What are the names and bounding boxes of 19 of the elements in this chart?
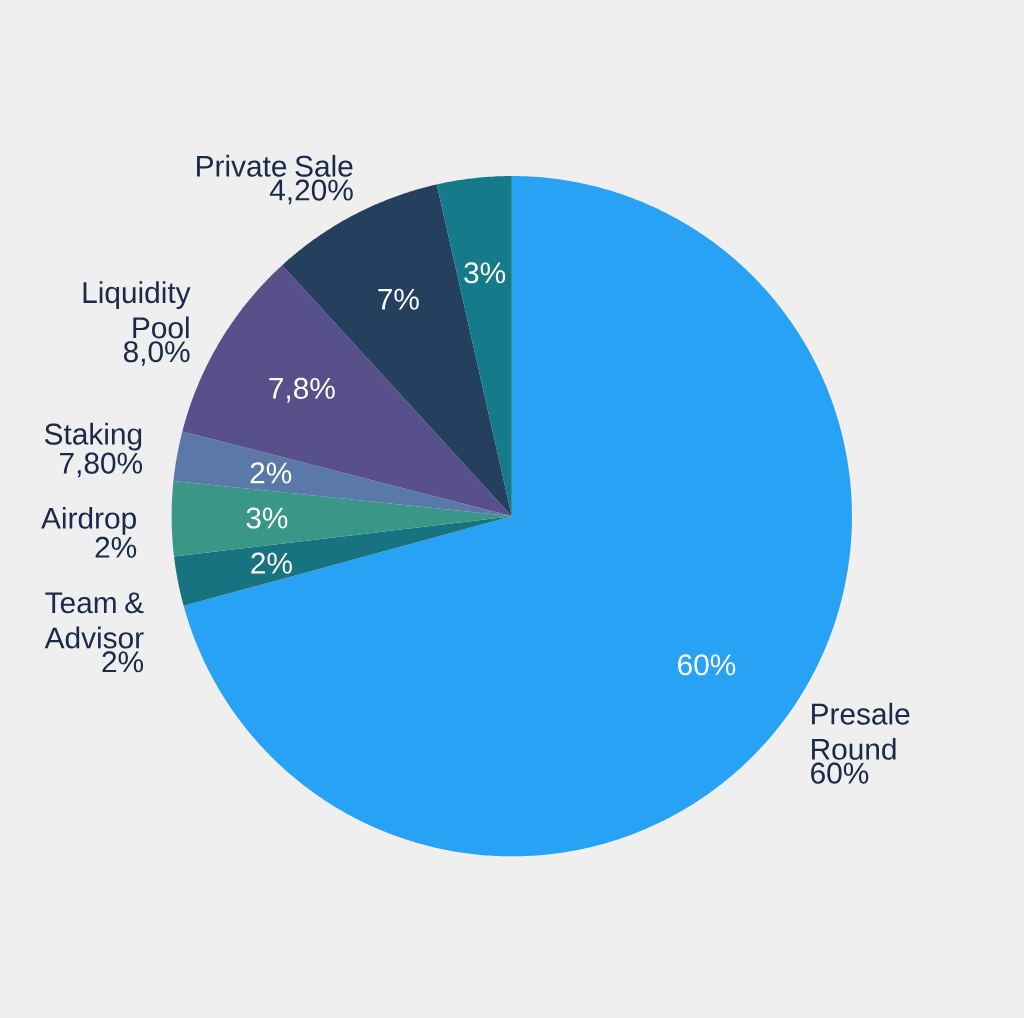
data-label: 60% xyxy=(678,654,736,676)
text: 60% xyxy=(811,762,869,784)
slice-label: Presale Round xyxy=(812,702,910,760)
data-label: 7,8% xyxy=(269,377,335,403)
slice-label: Private Sale xyxy=(197,154,353,177)
text: 4,20% xyxy=(269,179,353,204)
slice-label: Airdrop xyxy=(41,506,136,535)
data-label: 2% xyxy=(251,552,292,574)
data-label: 2% xyxy=(250,462,292,484)
text: 2% xyxy=(102,651,144,673)
slice-label: Team & Advisor xyxy=(44,592,144,649)
slice-label: Liquidity Pool xyxy=(83,281,191,339)
text: 2% xyxy=(95,536,137,558)
slice-label: Staking xyxy=(44,422,142,451)
text: 7,80% xyxy=(60,452,143,477)
data-label: 7% xyxy=(378,288,419,310)
text: 8,0% xyxy=(123,340,190,366)
data-label: 3% xyxy=(464,261,506,284)
data-label: 3% xyxy=(246,507,288,529)
